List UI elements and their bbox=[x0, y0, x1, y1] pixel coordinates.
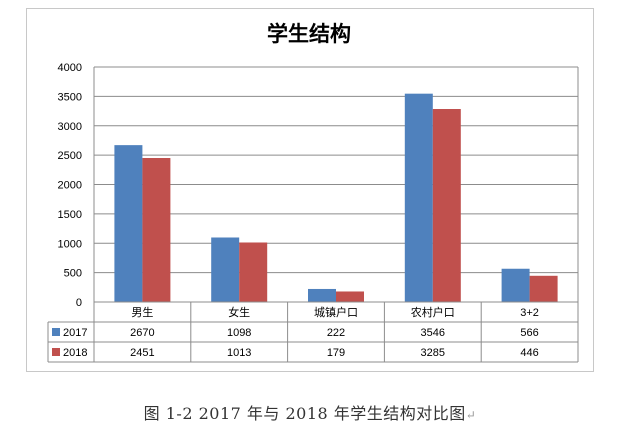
bar-2018-1 bbox=[239, 242, 268, 302]
x-tick-label: 女生 bbox=[228, 305, 250, 319]
chart-frame: 学生结构 0 500 1000 1500 2000 2500 3000 3500 4000 男生… bbox=[26, 8, 594, 372]
legend-swatch-2018 bbox=[52, 348, 60, 356]
data-label: 222 bbox=[327, 327, 345, 339]
bar-2018-0 bbox=[142, 158, 171, 302]
bar-2017-1 bbox=[211, 237, 240, 302]
x-tick-label: 城镇户口 bbox=[314, 305, 358, 319]
y-tick-label: 1000 bbox=[58, 238, 82, 250]
bar-2017-4 bbox=[501, 268, 530, 302]
y-tick-label: 0 bbox=[76, 297, 82, 309]
y-tick-label: 3000 bbox=[58, 121, 82, 133]
x-tick-label: 男生 bbox=[131, 305, 153, 319]
legend-label-2018: 2018 bbox=[63, 347, 87, 359]
legend-swatch-2017 bbox=[52, 328, 60, 336]
y-tick-label: 2500 bbox=[58, 150, 82, 162]
x-tick-label: 3+2 bbox=[520, 307, 539, 319]
figure-caption: 图 1-2 2017 年与 2018 年学生结构对比图↵ bbox=[0, 400, 620, 424]
data-label: 566 bbox=[520, 327, 538, 339]
caption-text: 图 1-2 2017 年与 2018 年学生结构对比图 bbox=[143, 404, 466, 423]
data-label: 179 bbox=[327, 347, 345, 359]
y-tick-label: 4000 bbox=[58, 62, 82, 74]
y-tick-label: 1500 bbox=[58, 209, 82, 221]
data-label: 3285 bbox=[421, 347, 445, 359]
bar-2017-2 bbox=[308, 288, 336, 302]
legend-label-2017: 2017 bbox=[63, 327, 87, 339]
data-label: 1013 bbox=[227, 347, 251, 359]
chart-title: 学生结构 bbox=[267, 22, 351, 46]
bar-2018-3 bbox=[432, 109, 461, 302]
data-label: 3546 bbox=[421, 327, 445, 339]
bar-2018-2 bbox=[336, 291, 364, 302]
bar-2018-4 bbox=[529, 275, 558, 302]
bars-layer bbox=[114, 93, 558, 302]
y-tick-label: 2000 bbox=[58, 180, 82, 192]
data-label: 2451 bbox=[130, 347, 154, 359]
data-label: 446 bbox=[520, 347, 538, 359]
paragraph-mark-icon: ↵ bbox=[465, 408, 477, 422]
bar-2017-3 bbox=[404, 93, 433, 302]
data-label: 1098 bbox=[227, 327, 251, 339]
y-tick-label: 3500 bbox=[58, 91, 82, 103]
bar-2017-0 bbox=[114, 145, 143, 302]
chart-svg: 学生结构 0 500 1000 1500 2000 2500 3000 3500 4000 男生… bbox=[47, 22, 579, 363]
grid-layer: 0 500 1000 1500 2000 2500 3000 3500 4000 bbox=[58, 62, 579, 309]
data-label: 2670 bbox=[130, 327, 154, 339]
x-tick-label: 农村户口 bbox=[411, 305, 455, 319]
data-table: 男生 女生 城镇户口 农村户口 3+2 2017 2670 1098 222 3546 566 201… bbox=[47, 301, 579, 363]
y-tick-label: 500 bbox=[64, 268, 82, 280]
